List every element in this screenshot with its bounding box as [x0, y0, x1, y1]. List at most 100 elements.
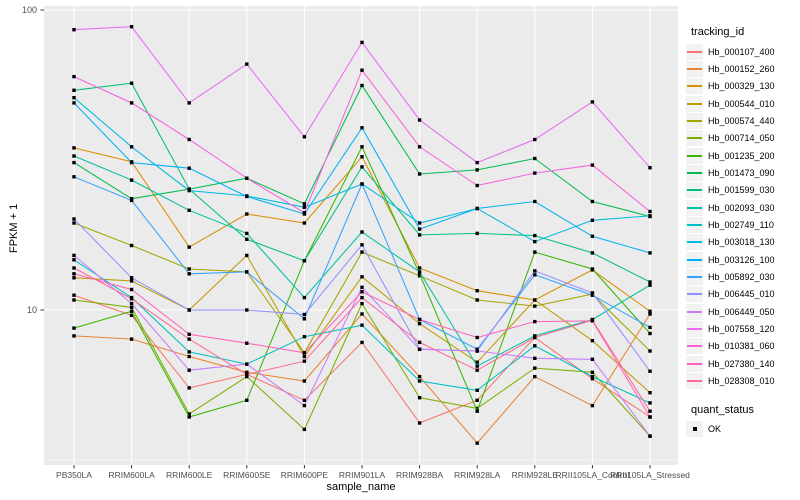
- legend-key-swatch: [686, 130, 703, 147]
- data-point-marker: [72, 154, 76, 158]
- legend-key-swatch: [686, 355, 703, 372]
- data-point-marker: [72, 293, 76, 297]
- legend-line-icon: [687, 171, 702, 174]
- data-point-marker: [590, 267, 595, 271]
- legend-key-swatch: [686, 199, 703, 216]
- legend-key-swatch: [686, 373, 703, 390]
- legend-item-label: Hb_002749_110: [708, 219, 774, 230]
- data-point-marker: [648, 209, 652, 214]
- data-point-marker: [648, 409, 652, 413]
- data-point-marker: [129, 309, 134, 313]
- legend-line-icon: [687, 293, 702, 296]
- legend-item: Hb_006449_050: [686, 303, 800, 320]
- data-point-marker: [360, 275, 364, 279]
- data-point-marker: [360, 145, 364, 149]
- data-point-marker: [360, 68, 364, 72]
- data-point-marker: [475, 364, 479, 368]
- legend-item: Hb_002749_110: [686, 216, 800, 233]
- legend-item-label: Hb_002093_030: [708, 202, 775, 213]
- data-point-marker: [360, 40, 364, 45]
- data-point-marker: [360, 301, 364, 306]
- legend-line-icon: [687, 328, 702, 330]
- x-tick-label: RRIM928LE: [512, 470, 559, 480]
- data-point-marker: [72, 276, 76, 280]
- legend-item-label: Hb_000574_440: [708, 115, 775, 126]
- data-point-marker: [187, 350, 191, 354]
- data-point-marker: [475, 360, 479, 364]
- legend-line-icon: [687, 206, 702, 209]
- data-point-marker: [302, 205, 307, 209]
- legend-item: Hb_000574_440: [686, 112, 800, 129]
- legend-item-label: Hb_001599_030: [708, 185, 775, 196]
- data-point-marker: [72, 217, 76, 221]
- data-point-marker: [245, 270, 249, 274]
- data-point-marker: [187, 337, 191, 341]
- data-point-marker: [245, 253, 249, 258]
- data-point-marker: [129, 301, 134, 306]
- data-point-marker: [533, 298, 537, 302]
- legend-item: Hb_000329_130: [686, 78, 800, 95]
- data-point-marker: [245, 341, 249, 345]
- y-tick-label: 10: [27, 305, 37, 315]
- data-point-marker: [302, 379, 307, 383]
- legend-item: Hb_000107_400: [686, 43, 800, 60]
- data-point-marker: [648, 401, 652, 405]
- data-point-marker: [648, 349, 652, 353]
- x-tick-label: PB350LA: [56, 470, 92, 480]
- legend-line-icon: [687, 310, 702, 313]
- data-point-marker: [187, 188, 191, 193]
- data-point-marker: [648, 214, 652, 218]
- square-point-icon: [692, 427, 697, 432]
- legend-key-swatch: [686, 286, 703, 303]
- legend-line-icon: [687, 50, 702, 53]
- data-point-marker: [648, 166, 652, 170]
- data-point-marker: [533, 344, 537, 348]
- data-point-marker: [590, 234, 595, 238]
- data-point-marker: [129, 305, 134, 310]
- x-axis-title: sample_name: [326, 481, 396, 493]
- data-point-marker: [360, 243, 364, 247]
- data-point-marker: [72, 88, 76, 92]
- data-point-marker: [475, 409, 479, 413]
- legend-item-label: Hb_000544_010: [708, 98, 775, 109]
- data-point-marker: [187, 415, 191, 419]
- data-point-marker: [187, 101, 191, 105]
- data-point-marker: [302, 221, 307, 225]
- data-point-marker: [648, 331, 652, 336]
- data-point-marker: [72, 160, 76, 165]
- legend-key-swatch: [686, 60, 703, 77]
- legend-key-swatch: [686, 216, 703, 233]
- legend-line-icon: [687, 102, 702, 105]
- data-point-marker: [648, 251, 652, 255]
- legend-line-icon: [687, 275, 702, 278]
- legend-item-label: Hb_028308_010: [708, 376, 775, 387]
- data-point-marker: [590, 357, 595, 361]
- data-point-marker: [533, 269, 537, 273]
- x-tick-label: RRII105LA_Stressed: [610, 470, 690, 480]
- legend-item: Hb_010381_060: [686, 338, 800, 355]
- data-point-marker: [533, 199, 537, 204]
- data-point-marker: [129, 145, 134, 149]
- data-point-marker: [533, 273, 537, 277]
- legend-item-label: Hb_003126_100: [708, 254, 775, 265]
- legend-item-label: Hb_010381_060: [708, 341, 775, 352]
- legend-item: Hb_005892_030: [686, 268, 800, 285]
- data-point-marker: [648, 309, 652, 313]
- data-point-marker: [360, 126, 364, 130]
- data-point-marker: [417, 118, 422, 122]
- legend-item-label: Hb_003018_130: [708, 237, 775, 248]
- data-point-marker: [648, 312, 652, 316]
- data-point-marker: [302, 398, 307, 402]
- legend-line-icon: [687, 137, 702, 140]
- x-tick-label: RRII105LA_Control: [556, 470, 630, 480]
- legend-key-swatch: [686, 182, 703, 199]
- legend-item-label: Hb_000152_260: [708, 63, 775, 74]
- data-point-marker: [245, 212, 249, 216]
- data-point-marker: [302, 335, 307, 339]
- legend-line-icon: [687, 223, 702, 226]
- x-tick-label: RRIM600LE: [166, 470, 213, 480]
- legend-line-icon: [687, 380, 702, 383]
- data-point-marker: [417, 270, 422, 274]
- data-point-marker: [302, 295, 307, 300]
- data-point-marker: [417, 379, 422, 383]
